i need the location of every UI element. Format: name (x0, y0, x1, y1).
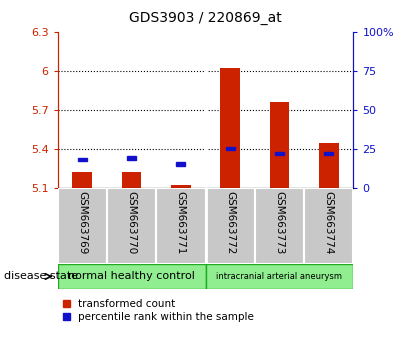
Text: GDS3903 / 220869_at: GDS3903 / 220869_at (129, 11, 282, 25)
Bar (324, 152, 333, 155)
Legend: transformed count, percentile rank within the sample: transformed count, percentile rank withi… (63, 299, 254, 322)
Bar (107, 188, 156, 264)
Bar (220, 68, 240, 188)
Bar (176, 162, 185, 166)
Bar (127, 156, 136, 160)
Text: disease state: disease state (4, 272, 78, 281)
Bar (206, 264, 353, 289)
Bar (171, 185, 191, 188)
Text: GSM663774: GSM663774 (324, 191, 334, 254)
Text: GSM663771: GSM663771 (176, 191, 186, 254)
Text: GSM663769: GSM663769 (77, 191, 87, 254)
Bar (304, 188, 353, 264)
Bar (255, 188, 304, 264)
Bar (270, 102, 289, 188)
Bar (122, 172, 141, 188)
Bar (226, 147, 235, 150)
Bar (206, 188, 255, 264)
Bar (275, 152, 284, 155)
Text: GSM663770: GSM663770 (127, 191, 136, 254)
Text: intracranial arterial aneurysm: intracranial arterial aneurysm (217, 272, 342, 281)
Bar (156, 188, 206, 264)
Text: normal healthy control: normal healthy control (68, 272, 195, 281)
Bar (72, 172, 92, 188)
Text: GSM663773: GSM663773 (275, 191, 284, 254)
Bar (58, 264, 206, 289)
Text: GSM663772: GSM663772 (225, 191, 235, 254)
Bar (319, 143, 339, 188)
Bar (58, 188, 107, 264)
Bar (78, 158, 87, 161)
